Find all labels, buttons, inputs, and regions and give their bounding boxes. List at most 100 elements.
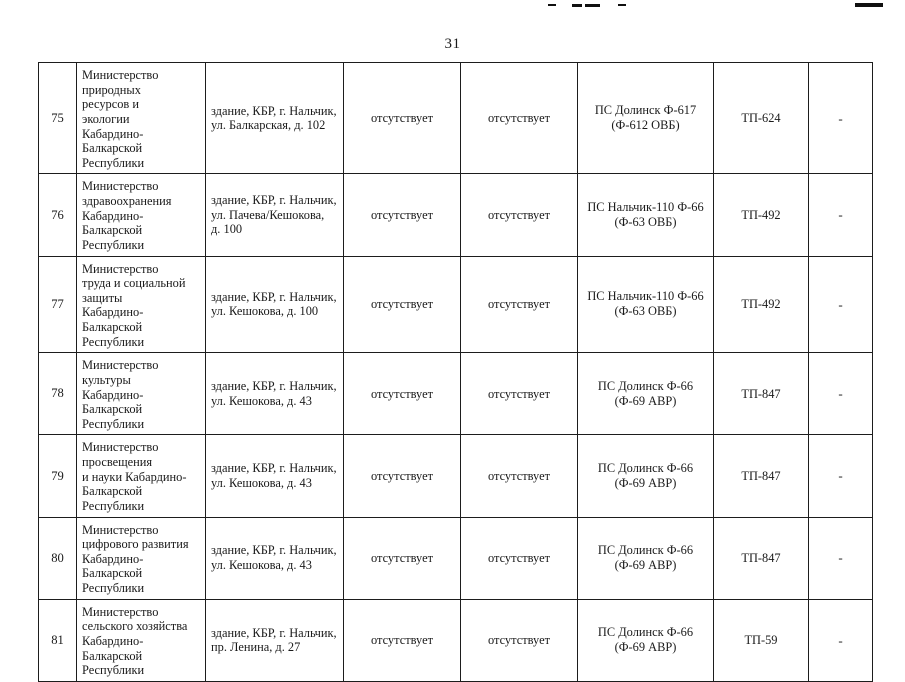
note-cell: - — [808, 255, 873, 354]
organization-cell: Министерство природных ресурсов и экологии К… — [76, 61, 206, 175]
organization-cell: Министерство здравоохранения Кабардино- Бал… — [76, 173, 206, 257]
org-line: Министерство — [82, 604, 159, 619]
org-line: Кабардино- — [82, 305, 144, 320]
sub-line: (Ф-63 ОВБ) — [614, 304, 677, 319]
sub-line: ПС Нальчик-110 Ф-66 — [587, 289, 704, 304]
row-number-cell: 80 — [38, 516, 77, 600]
row-number-cell: 75 — [38, 61, 77, 175]
org-line: Республики — [82, 155, 145, 170]
org-line: Министерство — [82, 261, 159, 276]
addr-line: здание, КБР, г. Нальчик, — [211, 461, 337, 476]
org-line: Балкарской — [82, 320, 143, 334]
sub-line: (Ф-69 АВР) — [614, 475, 677, 490]
generator-cell: отсутствует — [343, 516, 461, 600]
scan-artifact-mark — [618, 4, 626, 6]
address-cell: здание, КБР, г. Нальчик, ул. Кешокова, д.… — [205, 352, 344, 436]
addr-line: здание, КБР, г. Нальчик, — [211, 103, 337, 118]
generator-cell: отсутствует — [343, 434, 461, 518]
row-number-cell: 76 — [38, 173, 77, 257]
substation-cell: ПС Долинск Ф-66 (Ф-69 АВР) — [577, 352, 714, 436]
note-cell: - — [808, 598, 873, 682]
org-line: Министерство — [82, 522, 159, 537]
note-cell: - — [808, 516, 873, 600]
scan-artifact-mark — [585, 4, 600, 7]
generator-cell: отсутствует — [343, 598, 461, 682]
org-line: Министерство — [82, 440, 159, 455]
org-line: Кабардино- — [82, 633, 144, 648]
sub-line: (Ф-612 ОВБ) — [611, 118, 680, 133]
substation-cell: ПС Долинск Ф-66 (Ф-69 АВР) — [577, 516, 714, 600]
address-cell: здание, КБР, г. Нальчик, ул. Кешокова, д.… — [205, 434, 344, 518]
note-cell: - — [808, 173, 873, 257]
org-line: ресурсов и — [82, 97, 140, 112]
org-line: Балкарской — [82, 223, 143, 238]
page-number: 31 — [444, 36, 461, 52]
note-cell: - — [808, 352, 873, 436]
addr-line: здание, КБР, г. Нальчик, — [211, 193, 337, 207]
addr-line: ул. Пачева/Кешокова, — [211, 207, 325, 222]
substation-cell: ПС Долинск Ф-66 (Ф-69 АВР) — [577, 598, 714, 682]
generator-cell: отсутствует — [343, 255, 461, 354]
alternate-source-cell: отсутствует — [460, 255, 578, 354]
transformer-point-cell: ТП-59 — [713, 598, 809, 682]
organization-cell: Министерство просвещения и науки Кабардино… — [76, 434, 206, 518]
org-line: здравоохранения — [82, 194, 172, 208]
address-cell: здание, КБР, г. Нальчик, ул. Кешокова, д.… — [205, 255, 344, 354]
org-line: Республики — [82, 663, 145, 678]
address-cell: здание, КБР, г. Нальчик, ул. Балкарская, … — [205, 61, 344, 175]
substation-cell: ПС Нальчик-110 Ф-66 (Ф-63 ОВБ) — [577, 255, 714, 354]
sub-line: (Ф-69 АВР) — [614, 393, 677, 408]
sub-line: ПС Долинск Ф-66 — [597, 378, 694, 393]
org-line: Министерство — [82, 68, 159, 82]
note-cell: - — [808, 434, 873, 518]
sub-line: (Ф-69 АВР) — [614, 558, 677, 573]
organization-cell: Министерство труда и социальной защиты Каба… — [76, 255, 206, 354]
table-row: 76 Министерство здравоохранения Кабардино- Б… — [38, 173, 873, 257]
addr-line: ул. Кешокова, д. 43 — [211, 558, 312, 573]
addr-line: д. 100 — [211, 222, 243, 237]
scan-artifact-mark — [855, 3, 883, 7]
alternate-source-cell: отсутствует — [460, 61, 578, 175]
org-line: природных — [82, 82, 141, 97]
row-number-cell: 78 — [38, 352, 77, 436]
transformer-point-cell: ТП-847 — [713, 352, 809, 436]
transformer-point-cell: ТП-492 — [713, 255, 809, 354]
row-number-cell: 81 — [38, 598, 77, 682]
sub-line: (Ф-69 АВР) — [614, 640, 677, 655]
sub-line: ПС Долинск Ф-66 — [597, 542, 694, 557]
substation-cell: ПС Нальчик-110 Ф-66 (Ф-63 ОВБ) — [577, 173, 714, 257]
org-line: Кабардино- — [82, 208, 144, 223]
table-row: 77 Министерство труда и социальной защиты Ка… — [38, 255, 873, 354]
table-row: 80 Министерство цифрового развития Кабардин… — [38, 516, 873, 600]
org-line: Балкарской — [82, 402, 143, 417]
scan-artifacts — [0, 0, 905, 20]
alternate-source-cell: отсутствует — [460, 516, 578, 600]
org-line: экологии — [82, 111, 130, 126]
table-row: 75 Министерство природных ресурсов и экологи… — [38, 61, 873, 175]
transformer-point-cell: ТП-624 — [713, 61, 809, 175]
org-line: Кабардино- — [82, 126, 144, 141]
addr-line: ул. Кешокова, д. 43 — [211, 475, 312, 490]
row-number-cell: 79 — [38, 434, 77, 518]
alternate-source-cell: отсутствует — [460, 598, 578, 682]
addr-line: ул. Балкарская, д. 102 — [211, 118, 326, 133]
address-cell: здание, КБР, г. Нальчик, пр. Ленина, д. 2… — [205, 598, 344, 682]
org-line: цифрового развития — [82, 537, 189, 552]
org-line: Балкарской — [82, 566, 143, 581]
organization-cell: Министерство сельского хозяйства Кабардино… — [76, 598, 206, 682]
org-line: и науки Кабардино- — [82, 469, 187, 484]
substation-cell: ПС Долинск Ф-617 (Ф-612 ОВБ) — [577, 61, 714, 175]
addr-line: здание, КБР, г. Нальчик, — [211, 625, 337, 640]
addr-line: здание, КБР, г. Нальчик, — [211, 543, 337, 558]
org-line: сельского хозяйства — [82, 619, 188, 634]
generator-cell: отсутствует — [343, 352, 461, 436]
org-line: Республики — [82, 237, 145, 252]
org-line: Кабардино- — [82, 387, 144, 402]
org-line: Министерство — [82, 179, 159, 194]
addr-line: здание, КБР, г. Нальчик, — [211, 379, 337, 394]
addr-line: здание, КБР, г. Нальчик, — [211, 289, 337, 304]
registry-table-body: 75 Министерство природных ресурсов и экологи… — [38, 61, 873, 682]
sub-line: ПС Долинск Ф-66 — [597, 625, 694, 640]
org-line: культуры — [82, 372, 131, 387]
org-line: Республики — [82, 498, 145, 513]
